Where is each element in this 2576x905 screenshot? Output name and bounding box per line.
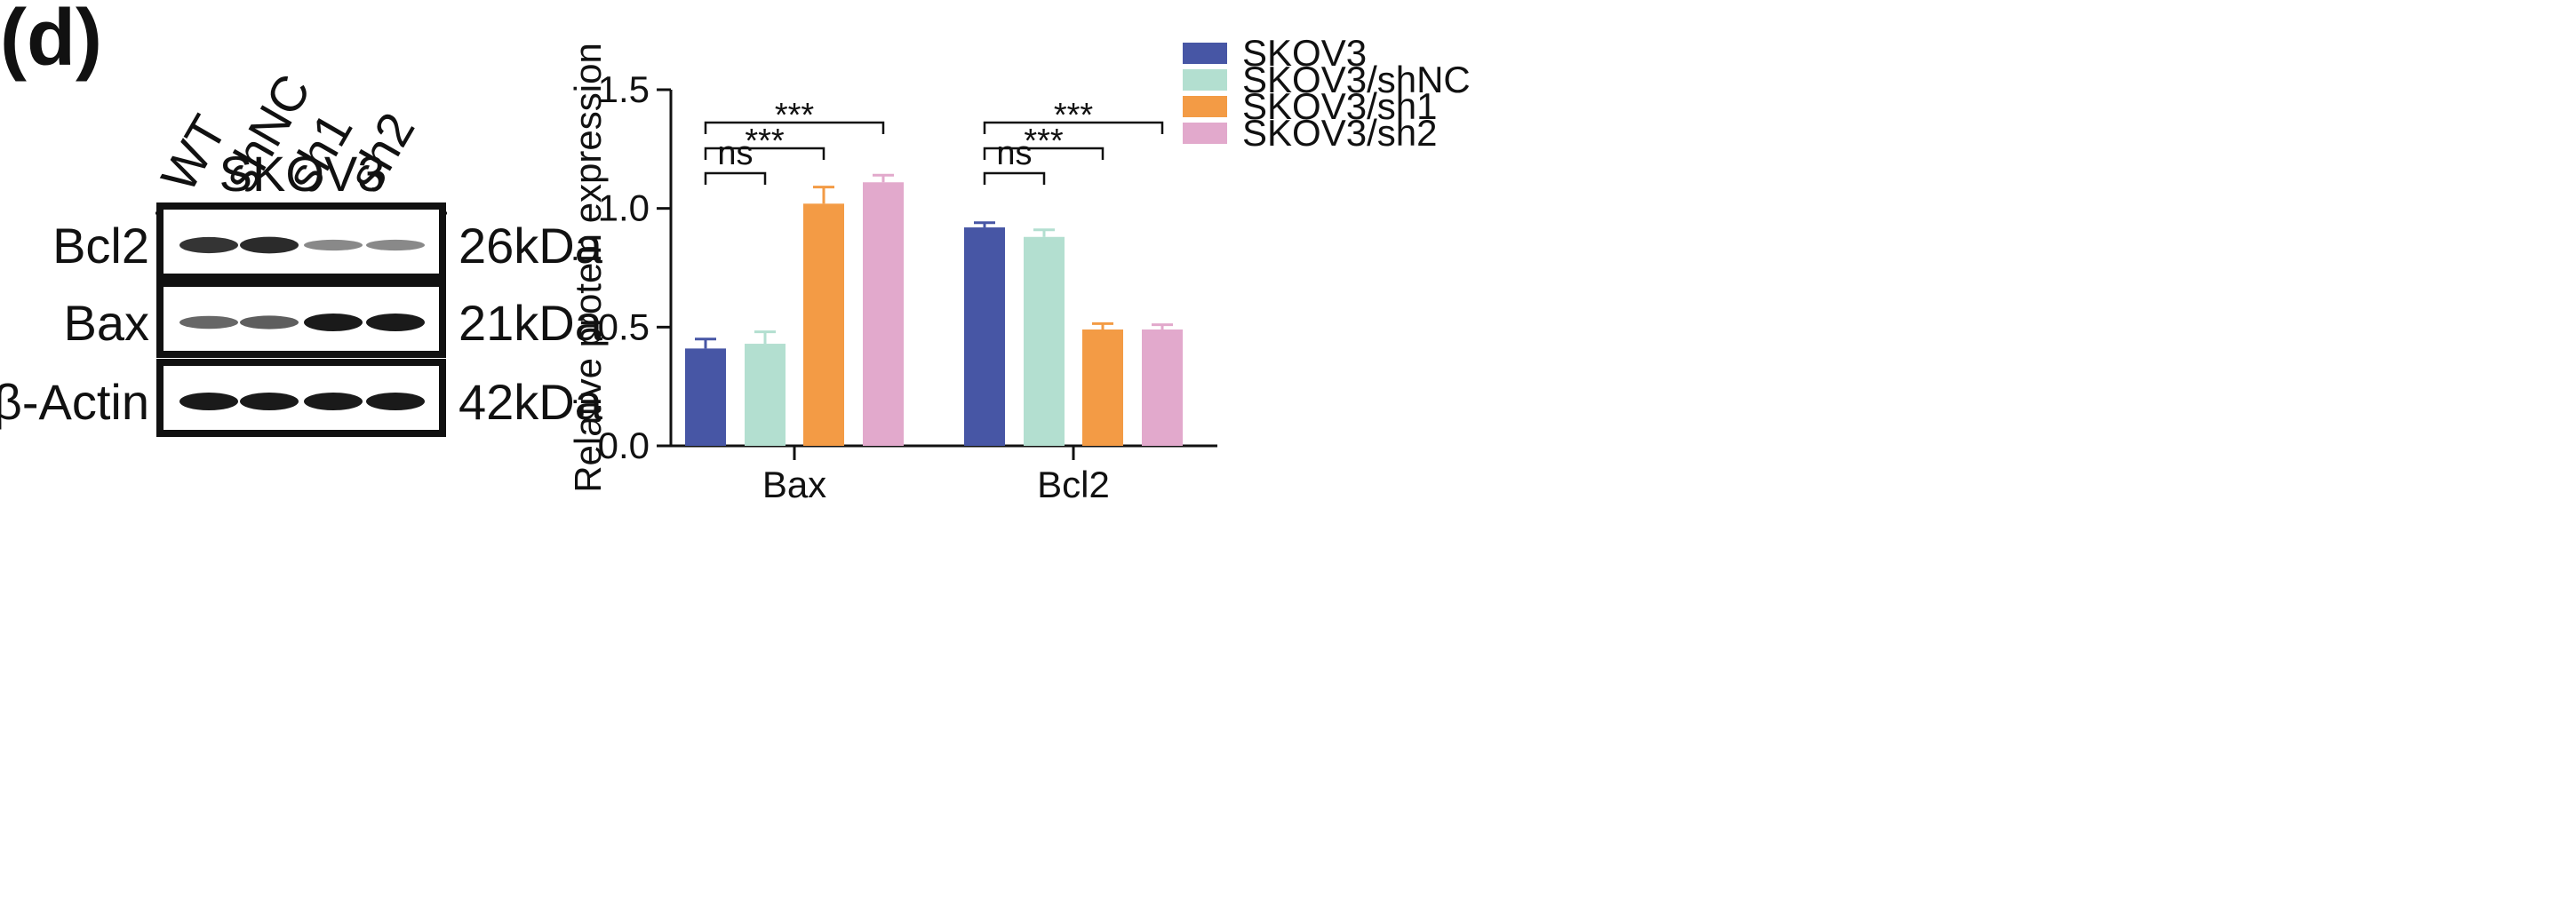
- bar: [1082, 329, 1123, 446]
- protein-band: [179, 393, 238, 410]
- molecular-weight-label: 42kDa: [459, 374, 603, 430]
- panel-label: (d): [0, 0, 102, 83]
- legend-label: SKOV3/shNC: [1242, 59, 1471, 100]
- protein-band: [366, 239, 425, 251]
- protein-band: [304, 239, 363, 251]
- protein-band: [179, 315, 238, 329]
- legend-label: SKOV3: [1242, 32, 1367, 74]
- protein-band: [304, 314, 363, 331]
- protein-band: [304, 393, 363, 410]
- protein-band: [240, 315, 299, 329]
- bar: [1142, 329, 1183, 446]
- protein-band: [240, 236, 299, 254]
- legend-label: SKOV3/sh1: [1242, 85, 1437, 127]
- protein-label: Bax: [64, 295, 150, 351]
- legend-swatch: [1183, 69, 1227, 91]
- protein-band: [366, 393, 425, 410]
- protein-label: β-Actin: [0, 374, 149, 430]
- protein-band: [179, 236, 238, 254]
- legend-swatch: [1183, 96, 1227, 117]
- legend-label: SKOV3/sh2: [1242, 112, 1437, 154]
- legend-swatch: [1183, 43, 1227, 64]
- molecular-weight-label: 26kDa: [459, 218, 603, 274]
- protein-band: [366, 314, 425, 331]
- protein-label: Bcl2: [52, 218, 149, 274]
- blot-cell-line-title: SKOV3: [219, 146, 386, 202]
- legend-swatch: [1183, 123, 1227, 144]
- molecular-weight-label: 21kDa: [459, 295, 603, 351]
- protein-band: [240, 393, 299, 410]
